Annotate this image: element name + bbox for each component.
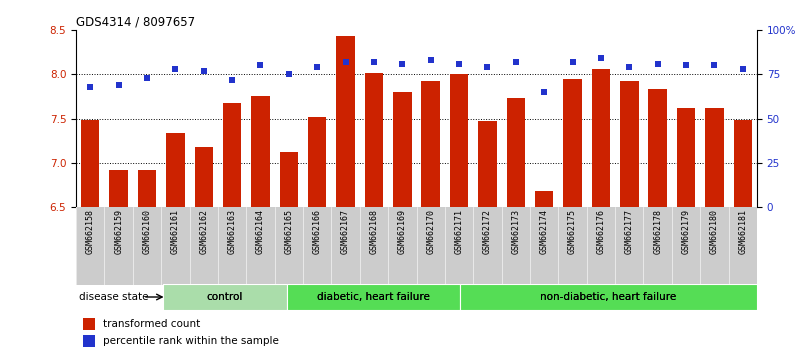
Text: non-diabetic, heart failure: non-diabetic, heart failure: [540, 292, 677, 302]
Text: percentile rank within the sample: percentile rank within the sample: [103, 336, 280, 346]
Point: [112, 82, 125, 88]
Bar: [138, 170, 156, 354]
Point: [623, 64, 636, 70]
Point: [141, 75, 154, 81]
Bar: [563, 79, 582, 354]
Bar: [252, 96, 270, 354]
Text: GSM662178: GSM662178: [653, 210, 662, 255]
Point: [736, 66, 749, 72]
Point: [453, 61, 465, 67]
Bar: [460, 284, 757, 310]
Text: GSM662172: GSM662172: [483, 210, 492, 255]
Text: GSM662166: GSM662166: [312, 210, 322, 255]
Bar: [393, 92, 412, 354]
Text: GSM662180: GSM662180: [710, 210, 718, 255]
Bar: [364, 73, 383, 354]
Bar: [336, 36, 355, 354]
Text: control: control: [207, 292, 243, 302]
Point: [708, 63, 721, 68]
Bar: [163, 284, 287, 310]
Bar: [81, 120, 99, 354]
Bar: [83, 318, 95, 330]
Text: control: control: [207, 292, 243, 302]
Bar: [592, 69, 610, 354]
Point: [368, 59, 380, 65]
Point: [537, 89, 550, 95]
Text: GDS4314 / 8097657: GDS4314 / 8097657: [76, 16, 195, 29]
Point: [226, 77, 239, 82]
Text: GSM662173: GSM662173: [511, 210, 521, 255]
Bar: [287, 284, 460, 310]
Point: [594, 56, 607, 61]
Text: GSM662167: GSM662167: [341, 210, 350, 255]
Bar: [506, 98, 525, 354]
Text: non-diabetic, heart failure: non-diabetic, heart failure: [540, 292, 677, 302]
Text: GSM662158: GSM662158: [86, 210, 95, 255]
Point: [651, 61, 664, 67]
Text: GSM662171: GSM662171: [455, 210, 464, 255]
Bar: [450, 74, 469, 354]
Bar: [535, 191, 553, 354]
Bar: [287, 284, 460, 310]
Point: [254, 63, 267, 68]
Bar: [308, 117, 327, 354]
Point: [679, 63, 692, 68]
Text: GSM662174: GSM662174: [540, 210, 549, 255]
Text: diabetic, heart failure: diabetic, heart failure: [316, 292, 429, 302]
Point: [396, 61, 409, 67]
Text: GSM662177: GSM662177: [625, 210, 634, 255]
Text: disease state: disease state: [78, 292, 148, 302]
Text: transformed count: transformed count: [103, 319, 200, 329]
Bar: [195, 147, 213, 354]
Point: [84, 84, 97, 90]
Text: GSM662181: GSM662181: [739, 210, 747, 255]
Bar: [83, 335, 95, 347]
Bar: [478, 121, 497, 354]
Bar: [280, 152, 298, 354]
Text: diabetic, heart failure: diabetic, heart failure: [316, 292, 429, 302]
Text: GSM662170: GSM662170: [426, 210, 435, 255]
Bar: [166, 133, 184, 354]
Text: GSM662163: GSM662163: [227, 210, 236, 255]
Text: GSM662162: GSM662162: [199, 210, 208, 255]
Point: [339, 59, 352, 65]
Point: [311, 64, 324, 70]
Point: [509, 59, 522, 65]
Text: GSM662165: GSM662165: [284, 210, 293, 255]
Bar: [705, 108, 723, 354]
Bar: [620, 81, 638, 354]
Point: [481, 64, 494, 70]
Point: [566, 59, 579, 65]
Text: GSM662164: GSM662164: [256, 210, 265, 255]
Bar: [163, 284, 287, 310]
Point: [197, 68, 210, 74]
Text: GSM662160: GSM662160: [143, 210, 151, 255]
Text: GSM662159: GSM662159: [115, 210, 123, 255]
Bar: [110, 170, 128, 354]
Text: GSM662169: GSM662169: [398, 210, 407, 255]
Bar: [677, 108, 695, 354]
Text: GSM662176: GSM662176: [597, 210, 606, 255]
Point: [425, 57, 437, 63]
Text: GSM662175: GSM662175: [568, 210, 577, 255]
Text: GSM662179: GSM662179: [682, 210, 690, 255]
Point: [283, 72, 296, 77]
Bar: [734, 120, 752, 354]
Bar: [460, 284, 757, 310]
Bar: [649, 89, 667, 354]
Bar: [421, 81, 440, 354]
Text: GSM662168: GSM662168: [369, 210, 378, 255]
Text: GSM662161: GSM662161: [171, 210, 180, 255]
Point: [169, 66, 182, 72]
Bar: [223, 103, 241, 354]
